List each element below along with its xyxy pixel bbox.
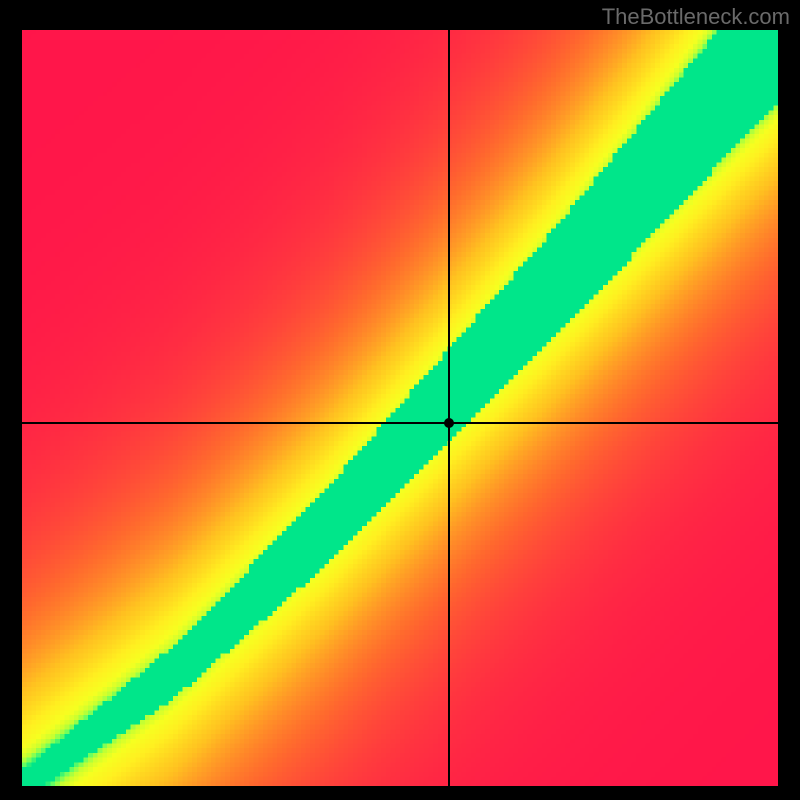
heatmap-canvas bbox=[22, 30, 778, 786]
watermark-text: TheBottleneck.com bbox=[602, 4, 790, 30]
crosshair-horizontal bbox=[22, 422, 778, 424]
data-point-marker bbox=[444, 418, 454, 428]
crosshair-vertical bbox=[448, 30, 450, 786]
plot-area bbox=[22, 30, 778, 786]
